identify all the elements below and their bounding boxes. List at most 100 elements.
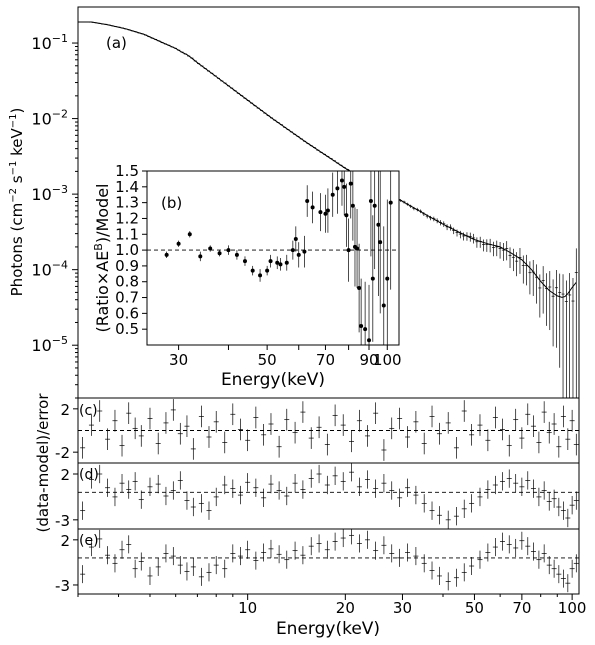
panel-b-data-point <box>342 184 347 189</box>
panel-b-y-tick-label: 0.6 <box>115 304 139 322</box>
panel-b-y-tick-label: 1.1 <box>115 225 139 243</box>
panel-b-data-point <box>357 286 362 291</box>
panel-d-y-tick-label: -3 <box>55 512 70 530</box>
panel-b-data-point <box>325 208 330 213</box>
panel-d-label: (d) <box>79 467 99 483</box>
panel-b-data-point <box>226 248 231 253</box>
panel-b-data-point <box>208 246 213 251</box>
panel-b-data-point <box>330 192 335 197</box>
panel-b-data-point <box>370 276 375 281</box>
panel-d: 2 -3 (d) <box>55 462 580 530</box>
x-tick-label: 70 <box>512 599 531 617</box>
panel-c: 2 -2 (c) <box>55 397 580 464</box>
panel-a-label: (a) <box>106 34 127 52</box>
panel-b-data-point <box>198 254 203 259</box>
panel-c-y-tick-label: 2 <box>60 401 70 419</box>
panel-b-data-point <box>339 178 344 183</box>
panel-b-x-tick-label: 70 <box>316 351 335 369</box>
panel-b-data-point <box>378 240 383 245</box>
panel-b-data-point <box>344 213 349 218</box>
residual-y-axis-label: (data-model)/error <box>34 393 52 533</box>
panel-b-data-point <box>348 181 353 186</box>
panel-a-y-tick-label: 10−4 <box>31 259 68 280</box>
x-tick-label: 100 <box>558 599 587 617</box>
panel-a-y-tick-label: 10−3 <box>31 183 68 204</box>
panel-b-data-point <box>164 252 169 257</box>
panel-b-data-point <box>363 327 368 332</box>
panel-b-y-tick-label: 0.9 <box>115 257 139 275</box>
panel-d-y-tick-label: 2 <box>60 466 70 484</box>
panel-c-frame <box>77 397 580 464</box>
panel-e-label: (e) <box>79 533 99 549</box>
x-tick-label: 30 <box>393 599 412 617</box>
panel-b-data-point <box>305 199 310 204</box>
panel-e-y-ticks: 2 -3 <box>55 532 78 595</box>
panel-b-data-point <box>359 324 364 329</box>
panel-d-frame <box>77 462 580 530</box>
panel-d-data-points <box>80 463 579 529</box>
panel-c-label: (c) <box>79 403 98 419</box>
panel-d-y-ticks: 2 -3 <box>55 466 78 530</box>
panel-b-data-point <box>284 260 289 265</box>
panel-b-data-point <box>278 262 283 267</box>
panel-c-y-ticks: 2 -2 <box>55 401 78 462</box>
x-tick-label: 20 <box>336 599 355 617</box>
panel-b-data-point <box>368 199 373 204</box>
panel-a-y-tick-label: 10−5 <box>31 334 68 355</box>
panel-b-data-point <box>350 203 355 208</box>
panel-b-data-point <box>176 241 181 246</box>
panel-b-data-point <box>293 237 298 242</box>
panel-b-data-point <box>296 252 301 257</box>
shared-x-axis: 10 20 30 50 70 100 <box>77 594 587 617</box>
panel-b-data-point <box>376 222 381 227</box>
panel-b-data-point <box>217 251 222 256</box>
panel-b-data-point <box>250 268 255 273</box>
panel-b-y-tick-label: 1.3 <box>115 194 139 212</box>
panel-b-data-point <box>388 200 393 205</box>
panel-a-y-axis-label: Photons (cm−2 s−1 keV−1) <box>8 108 26 297</box>
panel-e: 2 -3 (e) <box>55 528 580 595</box>
panel-a: 10−1 10−2 10−3 10−4 10−5 (a) Photons (cm−2 s… <box>8 6 580 399</box>
panel-b-y-tick-label: 1.4 <box>115 178 139 196</box>
panel-a-y-ticks: 10−1 10−2 10−3 10−4 10−5 <box>31 32 78 399</box>
panel-b-data-point <box>381 303 386 308</box>
panel-b-data-point <box>290 248 295 253</box>
panel-b-data-point <box>275 260 280 265</box>
panel-e-frame <box>77 528 580 595</box>
panel-b-data-point <box>242 259 247 264</box>
panel-b-data-point <box>335 186 340 191</box>
panel-c-y-tick-label: -2 <box>55 444 70 462</box>
panel-b-x-tick-label: 30 <box>169 351 188 369</box>
panel-b-y-tick-label: 0.7 <box>115 289 139 307</box>
panel-c-data-points <box>80 399 579 461</box>
panel-a-y-tick-label: 10−2 <box>31 108 68 129</box>
panel-e-y-tick-label: -3 <box>55 577 70 595</box>
panel-b-y-axis-label: (Ratio×AEB)/Model <box>92 184 112 333</box>
panel-b-data-point <box>234 252 239 257</box>
panel-b-y-tick-label: 1.2 <box>115 209 139 227</box>
panel-b-x-tick-label: 90 <box>359 351 378 369</box>
panel-b-data-point <box>265 268 270 273</box>
panel-b-y-tick-label: 1.5 <box>115 162 139 180</box>
shared-x-axis-label: Energy(keV) <box>276 619 380 639</box>
panel-b-axes: 0.50.60.70.80.91.01.11.21.31.41.5 30 50 70 9… <box>115 162 401 369</box>
panel-b-data-point <box>355 246 360 251</box>
panel-b-y-tick-label: 1.0 <box>115 241 139 259</box>
panel-b-data-point <box>187 232 192 237</box>
panel-b-data-point <box>302 249 307 254</box>
x-tick-label: 10 <box>238 599 257 617</box>
panel-e-y-tick-label: 2 <box>60 532 70 550</box>
panel-b-frame <box>146 170 400 346</box>
panel-a-y-tick-label: 10−1 <box>31 32 68 53</box>
panel-b-inset: 0.50.60.70.80.91.01.11.21.31.41.5 30 50 70 9… <box>92 162 402 390</box>
panel-b-x-axis-label: Energy(keV) <box>221 370 325 390</box>
panel-b-label: (b) <box>161 194 182 212</box>
panel-b-data-point <box>323 211 328 216</box>
panel-b-data-point <box>367 338 372 343</box>
panel-b-data-point <box>346 248 351 253</box>
panel-b-y-tick-label: 0.8 <box>115 273 139 291</box>
panel-b-x-tick-label: 100 <box>373 351 402 369</box>
panel-b-data-point <box>318 210 323 215</box>
x-tick-label: 50 <box>465 599 484 617</box>
